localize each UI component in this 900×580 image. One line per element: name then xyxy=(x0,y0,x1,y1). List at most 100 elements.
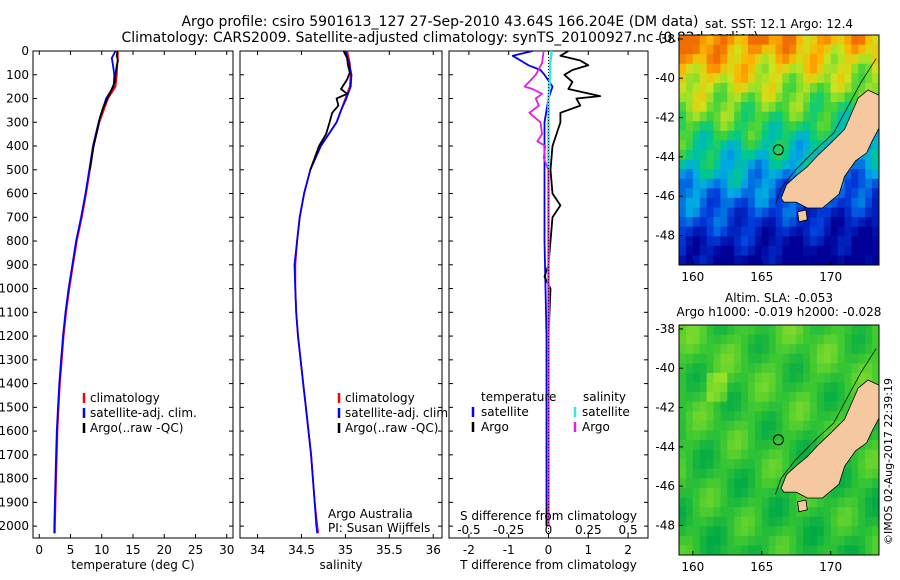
map-cell xyxy=(796,430,804,441)
map-cell xyxy=(748,207,756,218)
map-cell xyxy=(713,236,721,247)
map-cell xyxy=(851,459,859,470)
map-cell xyxy=(741,353,749,364)
map-cell xyxy=(748,82,756,94)
map-cell xyxy=(734,236,742,247)
map-cell xyxy=(823,44,832,55)
map-cell xyxy=(706,169,715,180)
map-cell xyxy=(754,255,763,265)
map-cell xyxy=(782,111,790,122)
map-cell xyxy=(865,63,873,74)
map-cell xyxy=(782,468,790,479)
map-cell xyxy=(816,236,825,247)
map-cell xyxy=(679,516,687,527)
map-cell xyxy=(720,197,728,209)
map-cell xyxy=(830,207,839,218)
map-cell xyxy=(713,73,721,84)
map-cell xyxy=(754,197,763,209)
map-cell xyxy=(768,169,777,180)
map-cell xyxy=(761,111,770,122)
map-cell xyxy=(685,178,694,189)
map-cell xyxy=(761,487,770,499)
map-cell xyxy=(872,255,879,265)
map-cell xyxy=(699,54,708,65)
map-cell xyxy=(872,440,879,451)
map-cell xyxy=(865,478,873,489)
map-cell xyxy=(754,236,763,247)
map-cell xyxy=(872,44,879,55)
map-cell xyxy=(782,54,790,65)
map-cell xyxy=(851,44,859,55)
map-cell xyxy=(789,35,797,46)
map-cell xyxy=(679,334,687,345)
map-cell xyxy=(844,372,852,384)
map-cell xyxy=(782,44,790,55)
map-cell xyxy=(796,353,804,364)
map-cell xyxy=(734,497,742,508)
map-cell xyxy=(851,344,859,355)
map-cell xyxy=(844,92,852,103)
map-xtick-label: 160 xyxy=(681,270,704,284)
map-cell xyxy=(782,440,790,451)
map-cell xyxy=(837,197,846,209)
map-cell xyxy=(851,63,859,74)
map-cell xyxy=(782,545,790,555)
map-cell xyxy=(803,363,811,374)
map-cell xyxy=(692,497,701,508)
map-cell xyxy=(789,111,797,122)
map-cell xyxy=(685,63,694,74)
map-cell xyxy=(734,121,742,132)
map-cell xyxy=(761,245,770,256)
map-cell xyxy=(741,159,749,170)
map-cell xyxy=(768,497,777,508)
map-cell xyxy=(796,516,804,527)
map-cell xyxy=(823,92,832,103)
map-cell xyxy=(803,507,811,518)
map-cell xyxy=(720,159,728,170)
map-cell xyxy=(706,487,715,499)
map-cell xyxy=(837,363,846,374)
map-cell xyxy=(727,63,735,74)
map-cell xyxy=(858,363,866,374)
map-cell xyxy=(685,245,694,256)
map-cell xyxy=(679,487,687,499)
map-cell xyxy=(844,344,852,355)
map-cell xyxy=(713,44,721,55)
map-cell xyxy=(782,245,790,256)
map-cell xyxy=(830,334,839,345)
map-cell xyxy=(775,44,784,55)
map-cell xyxy=(796,526,804,537)
map-cell xyxy=(851,236,859,247)
salinity-axes-frame xyxy=(239,50,443,539)
map-cell xyxy=(789,516,797,527)
map-cell xyxy=(810,344,818,355)
map-cell xyxy=(810,440,818,451)
temperature-xtick-label: 5 xyxy=(67,543,75,557)
map-cell xyxy=(748,217,756,228)
map-cell xyxy=(796,111,804,122)
map-cell xyxy=(823,344,832,355)
map-cell xyxy=(796,440,804,451)
sst-map: 160 165 170 -38 -40 -42 -44 -46 -48 sat. SST: 12.… xyxy=(655,17,880,284)
map-cell xyxy=(734,178,742,189)
map-cell xyxy=(810,353,818,364)
map-cell xyxy=(692,526,701,537)
map-cell xyxy=(706,411,715,422)
map-cell xyxy=(699,217,708,228)
map-cell xyxy=(775,401,784,412)
map-cell xyxy=(748,178,756,189)
map-cell xyxy=(727,430,735,441)
map-cell xyxy=(796,63,804,74)
temperature-xtick-label: 0 xyxy=(35,543,43,557)
map-cell xyxy=(796,344,804,355)
map-cell xyxy=(775,159,784,170)
map-cell xyxy=(727,468,735,479)
map-cell xyxy=(741,535,749,546)
map-cell xyxy=(872,325,879,336)
imos-credit: ©IMOS 02-Aug-2017 22:39:19 xyxy=(882,378,895,545)
map-cell xyxy=(727,159,735,170)
map-cell xyxy=(754,545,763,555)
map-cell xyxy=(754,44,763,55)
map-cell xyxy=(816,497,825,508)
temperature-ytick-label: 1300 xyxy=(0,353,29,367)
